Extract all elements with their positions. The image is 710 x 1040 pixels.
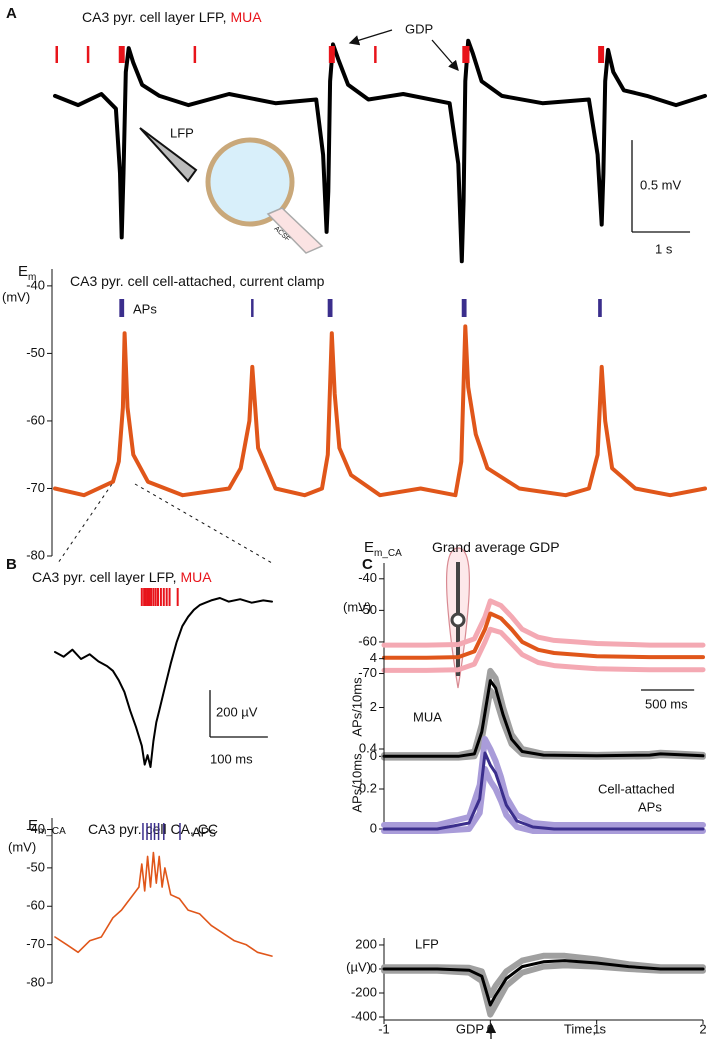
y-label-subscript: m	[28, 272, 36, 283]
trace	[382, 611, 705, 660]
y-tick-label: -80	[26, 974, 45, 989]
y-tick-label: 0	[370, 748, 377, 763]
y-tick-label: -80	[26, 547, 45, 562]
x-axis-label: Time, s	[564, 1021, 607, 1036]
y-tick-label: -60	[26, 898, 45, 913]
y-tick-label: -50	[26, 345, 45, 360]
y-tick-label: -70	[26, 936, 45, 951]
x-tick-label: -1	[378, 1021, 390, 1036]
trace	[381, 736, 706, 828]
title-text: CA3 pyr. cell layer LFP,	[32, 569, 176, 585]
panel-label: B	[6, 556, 17, 573]
trace	[382, 959, 705, 1007]
y-tick-label: -70	[358, 665, 377, 680]
event-label: APs	[192, 824, 216, 839]
pipette	[266, 207, 324, 254]
y-label-symbol: E	[364, 539, 374, 556]
cell	[205, 137, 295, 227]
trace	[382, 679, 705, 758]
y-axis-unit: (mV)	[2, 289, 30, 304]
trace	[54, 597, 273, 768]
y-tick-label: 0.2	[359, 780, 377, 795]
y-tick-label: 0.4	[359, 740, 377, 755]
title-text: CA3 pyr. cell cell-attached, current cla…	[70, 273, 325, 289]
scale-bar-label: 500 ms	[645, 696, 688, 711]
gdp-arrow	[348, 29, 393, 46]
zoom-line	[57, 483, 113, 564]
trace	[382, 751, 705, 831]
chart-title: Grand average GDP	[432, 539, 560, 555]
y-tick-label: -40	[358, 570, 377, 585]
trace	[381, 952, 706, 999]
title-mua: MUA	[230, 9, 262, 25]
trace	[53, 324, 707, 498]
chart-title: CA3 pyr. cell cell-attached, current cla…	[70, 273, 325, 289]
y-label-symbol: E	[18, 263, 28, 280]
chart-title: CA3 pyr. cell layer LFP, MUA	[32, 569, 212, 585]
title-text: CA3 pyr. cell CA, CC	[88, 821, 218, 837]
gdp-arrow	[431, 39, 459, 71]
event-label: APs	[133, 301, 157, 316]
y-tick-label: -400	[351, 1008, 377, 1023]
y-tick-label: 4	[370, 650, 377, 665]
y-tick-label: 200	[355, 936, 377, 951]
zoom-line	[134, 483, 273, 564]
x-tick-label: 2	[699, 1021, 706, 1036]
trace	[54, 851, 273, 957]
y-axis-unit: (mV)	[8, 839, 36, 854]
y-tick-label: -40	[26, 821, 45, 836]
y-label-subscript: m_CA	[374, 548, 402, 559]
trace	[381, 598, 706, 648]
trace	[381, 962, 706, 1018]
y-tick-label: -60	[26, 412, 45, 427]
y-axis-label: APs/10ms	[349, 677, 364, 737]
y-tick-label: 2	[370, 699, 377, 714]
trace	[381, 626, 706, 673]
scale-bar-label: 0.5 mV	[640, 177, 682, 192]
panel-label: C	[362, 556, 373, 573]
y-tick-label: -60	[358, 633, 377, 648]
trace	[53, 38, 707, 264]
x-tick-label: 0	[487, 1021, 494, 1036]
trace	[381, 766, 706, 834]
y-tick-label: -70	[26, 480, 45, 495]
x-tick-label: 1	[593, 1021, 600, 1036]
violin-icon	[445, 547, 471, 689]
y-tick-label: -50	[26, 859, 45, 874]
y-tick-label: -50	[358, 602, 377, 617]
gdp-marker: GDP	[456, 1021, 484, 1036]
trace-label: Cell-attached	[598, 781, 675, 796]
y-axis-label: Em_CA	[364, 539, 402, 559]
y-axis-unit: (mV)	[343, 599, 371, 614]
violin-median	[450, 612, 466, 628]
chart-title: CA3 pyr. cell layer LFP, MUA	[82, 9, 262, 25]
trace-label: MUA	[413, 709, 442, 724]
illustration	[57, 29, 459, 564]
trace-label: APs	[638, 799, 662, 814]
scale-bar-label: 100 ms	[210, 751, 253, 766]
annotation: GDP	[405, 21, 433, 36]
annotation: LFP	[170, 125, 194, 140]
y-axis-label: Em	[18, 263, 36, 283]
y-axis-label: APs/10ms	[349, 753, 364, 813]
y-axis-unit: (µV)	[346, 959, 371, 974]
trace-label: LFP	[415, 936, 439, 951]
panel-label: A	[6, 5, 17, 22]
title-mua: MUA	[180, 569, 212, 585]
y-tick-label: 0	[370, 820, 377, 835]
scale-bar-label: 1 s	[655, 241, 673, 256]
y-tick-label: -40	[26, 277, 45, 292]
lfp-electrode	[139, 127, 198, 183]
chart-title: CA3 pyr. cell CA, CC	[88, 821, 218, 837]
y-label-symbol: E	[28, 817, 38, 834]
title-text: CA3 pyr. cell layer LFP,	[82, 9, 226, 25]
title-text: Grand average GDP	[432, 539, 560, 555]
y-tick-label: -200	[351, 984, 377, 999]
scale-bar-label: 200 µV	[216, 704, 258, 719]
y-tick-label: 0	[370, 960, 377, 975]
